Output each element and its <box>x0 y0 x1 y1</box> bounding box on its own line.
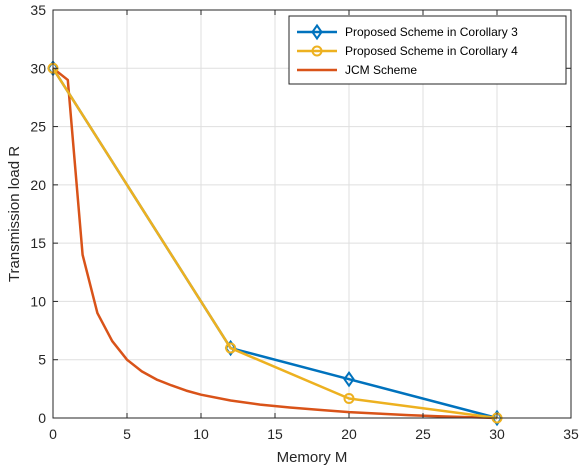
diamond-marker <box>311 23 323 41</box>
y-tick-label: 0 <box>38 410 46 426</box>
x-tick-label: 10 <box>193 426 209 442</box>
circle-marker <box>343 393 355 405</box>
x-tick-label: 20 <box>341 426 357 442</box>
circle-marker <box>311 45 323 57</box>
legend: Proposed Scheme in Corollary 3 Proposed S… <box>288 15 567 85</box>
legend-entry: Proposed Scheme in Corollary 3 <box>297 23 518 41</box>
x-tick-label: 15 <box>267 426 283 442</box>
y-tick-label: 20 <box>30 177 46 193</box>
legend-label: JCM Scheme <box>345 63 417 77</box>
legend-entry: JCM Scheme <box>297 63 417 77</box>
y-tick-label: 15 <box>30 235 46 251</box>
x-tick-label: 0 <box>49 426 57 442</box>
series-line <box>52 67 498 420</box>
circle-marker <box>225 342 237 354</box>
y-tick-label: 5 <box>38 352 46 368</box>
legend-entry: Proposed Scheme in Corollary 4 <box>297 44 518 58</box>
y-axis-label: Transmission load R <box>6 146 23 282</box>
axes <box>52 9 572 419</box>
legend-label: Proposed Scheme in Corollary 4 <box>345 44 518 58</box>
series-3 <box>52 67 498 420</box>
x-tick-label: 35 <box>563 426 579 442</box>
legend-label: Proposed Scheme in Corollary 3 <box>345 25 518 39</box>
series-line <box>51 67 498 420</box>
tick-labels: 0 5 10 15 20 25 30 35 0 5 10 15 20 25 30 35 <box>30 2 579 442</box>
axes-box <box>52 9 572 419</box>
x-tick-label: 30 <box>489 426 505 442</box>
y-tick-label: 35 <box>30 2 46 18</box>
x-tick-label: 5 <box>123 426 131 442</box>
y-tick-label: 25 <box>30 119 46 135</box>
x-tick-label: 25 <box>415 426 431 442</box>
diamond-marker <box>343 370 355 388</box>
y-tick-label: 10 <box>30 293 46 309</box>
y-tick-label: 30 <box>30 60 46 76</box>
x-axis-label: Memory M <box>277 449 348 466</box>
